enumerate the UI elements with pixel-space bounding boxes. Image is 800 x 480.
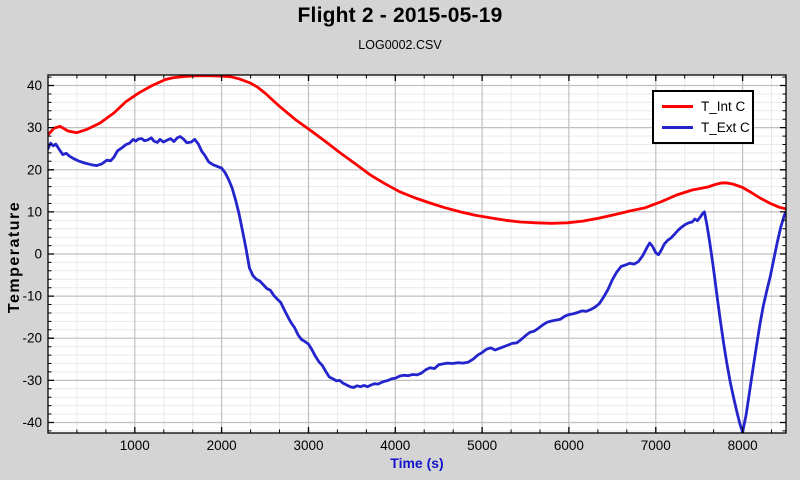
axis-minor-ticks xyxy=(48,75,786,433)
x-tick-label: 3000 xyxy=(293,438,323,453)
x-tick-label: 5000 xyxy=(467,438,497,453)
x-tick-label: 7000 xyxy=(641,438,671,453)
tick-labels: -40 -30 -20 -10 0 10 20 30 40 1000 2000 3000 4000 500… xyxy=(22,78,757,453)
axis-major-ticks xyxy=(48,75,786,433)
x-axis-label: Time (s) xyxy=(390,455,444,471)
legend-item-t-int: T_Int C xyxy=(654,96,752,117)
y-axis-label: Temperature xyxy=(6,200,23,314)
x-tick-label: 2000 xyxy=(207,438,237,453)
chart-subtitle: LOG0002.CSV xyxy=(358,38,442,52)
legend-item-t-ext: T_Ext C xyxy=(654,117,752,138)
y-tick-label: 30 xyxy=(27,120,42,135)
y-tick-label: 0 xyxy=(34,247,42,262)
y-tick-label: -30 xyxy=(22,373,42,388)
legend-label-t-ext: T_Ext C xyxy=(701,120,750,135)
x-tick-label: 8000 xyxy=(728,438,758,453)
y-tick-label: -10 xyxy=(22,289,42,304)
y-tick-label: -40 xyxy=(22,415,42,430)
x-tick-label: 4000 xyxy=(380,438,410,453)
legend: T_Int C T_Ext C xyxy=(652,90,754,144)
x-tick-label: 1000 xyxy=(120,438,150,453)
y-tick-label: 20 xyxy=(27,162,42,177)
series-line-t-ext-c xyxy=(48,135,786,433)
y-tick-label: 40 xyxy=(27,78,42,93)
y-tick-label: 10 xyxy=(27,204,42,219)
series-line-t-int-c xyxy=(48,75,786,225)
x-tick-label: 6000 xyxy=(554,438,584,453)
y-tick-label: -20 xyxy=(22,331,42,346)
t-int-line-swatch xyxy=(662,105,693,108)
legend-label-t-int: T_Int C xyxy=(701,99,746,114)
t-ext-line-swatch xyxy=(662,126,693,129)
chart-title: Flight 2 - 2015-05-19 xyxy=(297,4,503,27)
